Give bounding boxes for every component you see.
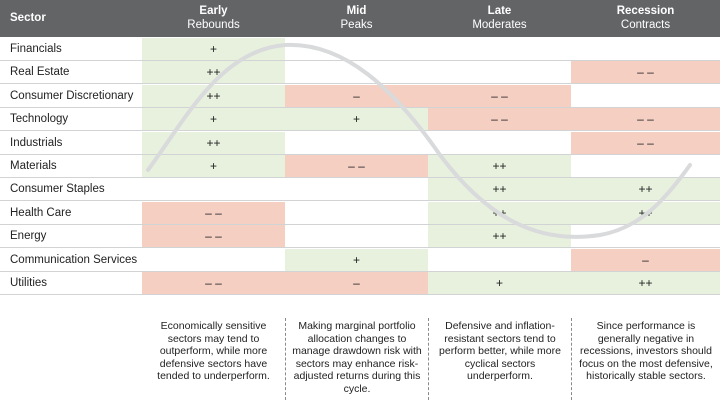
rating-cell (428, 38, 571, 60)
rating-cell: ++ (142, 84, 285, 107)
rating-cell: + (285, 248, 428, 271)
sector-label: Materials (10, 160, 57, 172)
rating-cell: ++ (571, 272, 720, 294)
sector-label: Real Estate (10, 66, 70, 79)
rating-cell (571, 85, 720, 107)
phase-subtitle: Rebounds (187, 19, 240, 31)
rating-cell (571, 38, 720, 60)
rating-cell: – – (571, 61, 720, 84)
rating-cell: ++ (428, 155, 571, 177)
sector-label: Industrials (10, 136, 63, 149)
rating-cell: ++ (142, 61, 285, 84)
sector-label: Financials (10, 43, 62, 55)
rating-cell (428, 132, 571, 154)
header-phase-mid: Mid Peaks (285, 0, 428, 37)
rating-cell (428, 61, 571, 83)
rating-cell: ++ (428, 225, 571, 248)
rating-cell (285, 61, 428, 83)
rating-cell: – – (285, 155, 428, 177)
rating-cell: – (571, 248, 720, 271)
rating-cell: – – (571, 131, 720, 154)
rating-cell: + (285, 108, 428, 131)
rating-cell (142, 178, 285, 200)
table-row: Technology + + – – – – (0, 108, 720, 132)
table-row: Consumer Staples ++ ++ (0, 178, 720, 202)
note-recession: Since performance is generally negative … (571, 318, 720, 400)
sector-label: Technology (10, 113, 69, 126)
rating-cell (571, 155, 720, 177)
phase-title: Mid (346, 5, 367, 17)
rating-cell: + (142, 38, 285, 60)
table-row: Utilities – – – + ++ (0, 272, 720, 295)
phase-title: Early (199, 5, 228, 17)
rating-cell (285, 178, 428, 200)
rating-cell: + (428, 272, 571, 294)
table-row: Real Estate ++ – – (0, 61, 720, 85)
rating-cell: + (142, 155, 285, 177)
rating-cell: ++ (571, 178, 720, 201)
rating-cell: ++ (428, 201, 571, 224)
phase-title: Recession (616, 5, 675, 17)
rating-cell (285, 202, 428, 224)
rating-cell: ++ (428, 178, 571, 201)
note-late-text: Defensive and inflation-resistant sector… (439, 320, 561, 382)
table-row: Health Care – – ++ ++ (0, 201, 720, 225)
rating-cell (142, 249, 285, 271)
note-mid: Making marginal portfolio allocation cha… (285, 318, 428, 400)
rating-cell: – – (142, 225, 285, 248)
note-recession-text: Since performance is generally negative … (579, 320, 713, 382)
header-phase-recession: Recession Contracts (571, 0, 720, 37)
sector-label: Utilities (10, 277, 48, 289)
note-early-text: Economically sensitive sectors may tend … (157, 320, 270, 382)
sector-label: Communication Services (10, 253, 138, 266)
phase-subtitle: Peaks (340, 19, 373, 31)
rating-cell (285, 132, 428, 154)
table-row: Energy – – ++ (0, 225, 720, 249)
note-late: Defensive and inflation-resistant sector… (428, 318, 571, 400)
phase-title: Late (487, 5, 512, 17)
sector-cycle-table: Sector Early Rebounds Mid Peaks Late Mod… (0, 0, 720, 295)
header-sector: Sector (0, 0, 142, 37)
sector-label: Energy (10, 230, 47, 243)
rating-cell (285, 225, 428, 247)
phase-subtitle: Moderates (472, 19, 527, 31)
rating-cell: ++ (142, 131, 285, 154)
rating-cell: – – (428, 84, 571, 107)
rating-cell (285, 38, 428, 60)
header-phase-late: Late Moderates (428, 0, 571, 37)
rating-cell: ++ (571, 201, 720, 224)
note-mid-text: Making marginal portfolio allocation cha… (292, 320, 422, 395)
sector-label: Health Care (10, 206, 72, 219)
table-row: Communication Services + – (0, 248, 720, 272)
note-early: Economically sensitive sectors may tend … (142, 318, 285, 400)
sector-label: Consumer Staples (10, 183, 105, 196)
rating-cell (571, 225, 720, 247)
rating-cell: + (142, 108, 285, 131)
header-phase-early: Early Rebounds (142, 0, 285, 37)
rating-cell: – – (142, 272, 285, 294)
table-row: Industrials ++ – – (0, 131, 720, 155)
rating-cell: – – (428, 108, 571, 131)
rating-cell: – (285, 272, 428, 294)
rating-cell: – – (571, 108, 720, 131)
rating-cell (428, 249, 571, 271)
sector-label: Consumer Discretionary (10, 89, 134, 102)
phase-subtitle: Contracts (620, 19, 671, 31)
rating-cell: – (285, 84, 428, 107)
rating-cell: – – (142, 201, 285, 224)
header-sector-label: Sector (10, 12, 46, 24)
table-row: Financials + (0, 38, 720, 61)
table-row: Consumer Discretionary ++ – – – (0, 84, 720, 108)
table-row: Materials + – – ++ (0, 155, 720, 178)
